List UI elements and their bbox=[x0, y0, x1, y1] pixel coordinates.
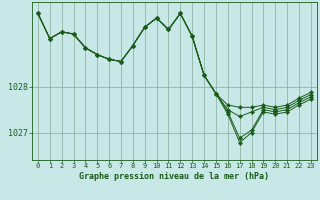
X-axis label: Graphe pression niveau de la mer (hPa): Graphe pression niveau de la mer (hPa) bbox=[79, 172, 269, 181]
